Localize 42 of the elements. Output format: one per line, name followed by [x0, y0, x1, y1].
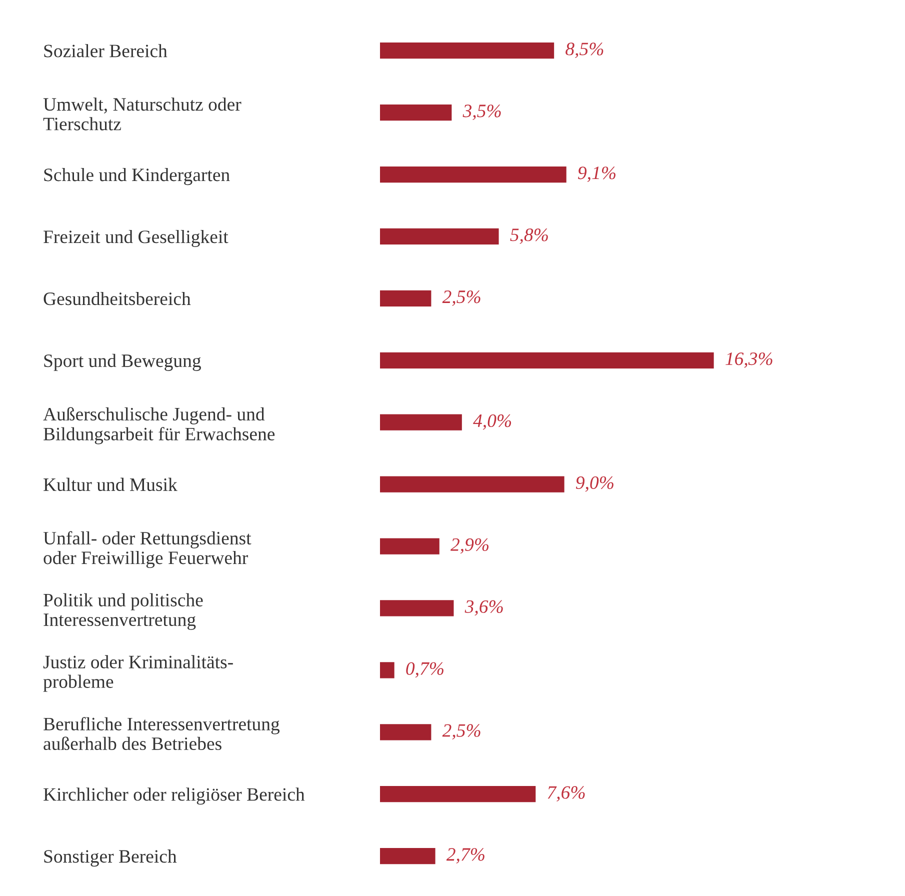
bar [380, 166, 566, 183]
data-label: 16,3% [726, 352, 772, 368]
data-label: 2,5% [442, 724, 480, 740]
data-label: 2,7% [446, 848, 484, 864]
y-tick-label: Berufliche Interessenvertretung außerhalb des Betriebes [44, 717, 280, 750]
data-label: 7,6% [548, 786, 585, 802]
y-tick-label: Politik und politische Interessenvertretung [44, 593, 203, 630]
bar [380, 848, 436, 864]
bar [380, 662, 394, 678]
data-label: 2,9% [450, 538, 488, 554]
bar [380, 538, 440, 554]
data-label: 5,8% [510, 228, 548, 244]
bar [380, 724, 432, 740]
y-tick-label: Kirchlicher oder religiöser Bereich [44, 788, 305, 805]
data-label: 3,5% [462, 104, 501, 120]
y-tick-label: Kultur und Musik [44, 478, 178, 492]
y-tick-label: Schule und Kindergarten [44, 168, 230, 186]
y-tick-label: Justiz oder Kriminalitäts- probleme [43, 655, 233, 692]
y-tick-label: Sport und Bewegung [44, 354, 201, 371]
data-label: 9,1% [578, 166, 616, 182]
data-label: 0,7% [406, 662, 444, 678]
y-tick-label: Freizeit und Geselligkeit [44, 230, 228, 248]
data-label: 3,6% [464, 600, 503, 616]
y-tick-label: Unfall- oder Rettungsdienst oder Freiwillige Feuerwehr [43, 531, 252, 568]
bar [380, 414, 462, 430]
bar [380, 228, 499, 245]
bar [380, 600, 454, 616]
bar [380, 476, 564, 492]
y-tick-label: Umwelt, Naturschutz oder Tierschutz [43, 98, 242, 130]
data-label: 4,0% [473, 414, 512, 430]
data-label: 8,5% [566, 42, 604, 58]
bar [380, 352, 714, 368]
bar [380, 104, 452, 121]
y-tick-label: Sozialer Bereich [44, 44, 168, 58]
bar [380, 42, 554, 59]
y-tick-label: Sonstiger Bereich [44, 850, 177, 867]
data-label: 2,5% [442, 290, 480, 306]
y-tick-label: Gesundheitsbereich [44, 292, 191, 306]
data-label: 9,0% [576, 476, 614, 492]
bar [380, 786, 536, 802]
y-tick-label: Außerschulische Jugend- und Bildungsarbeit für Erwachsene [43, 407, 275, 444]
bar [380, 290, 432, 306]
